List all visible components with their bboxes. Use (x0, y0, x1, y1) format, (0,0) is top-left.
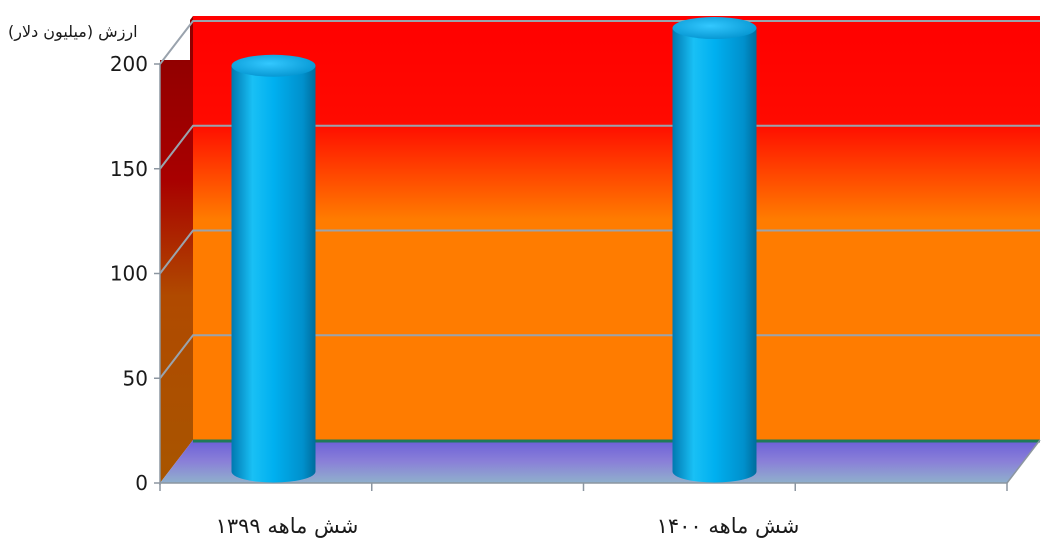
y-axis-title: ارزش (میلیون دلار) (8, 22, 138, 42)
bar-cap (231, 54, 316, 77)
bar-cap (672, 17, 757, 40)
plot-mask (158, 0, 190, 60)
bar (231, 54, 316, 483)
gridline (159, 229, 1040, 275)
x-axis-depth-line (1006, 439, 1041, 484)
x-category-label: شش ماهه ۱۳۹۹ (216, 514, 359, 538)
y-tick-label: 200 (110, 52, 148, 76)
gridline (159, 124, 1040, 170)
x-category-label: شش ماهه ۱۴۰۰ (657, 514, 800, 538)
gridline (159, 20, 1040, 65)
y-tick-label: 50 (123, 366, 148, 390)
bar-body (672, 28, 757, 483)
y-tick-label: 150 (110, 157, 148, 181)
back-wall (193, 16, 1040, 440)
y-tick-label: 0 (135, 471, 148, 495)
y-tick-label: 100 (110, 262, 148, 286)
gridline (159, 334, 1040, 379)
floor (160, 440, 1040, 483)
bar (672, 17, 757, 483)
side-wall (160, 16, 193, 483)
bar-body (231, 65, 316, 483)
